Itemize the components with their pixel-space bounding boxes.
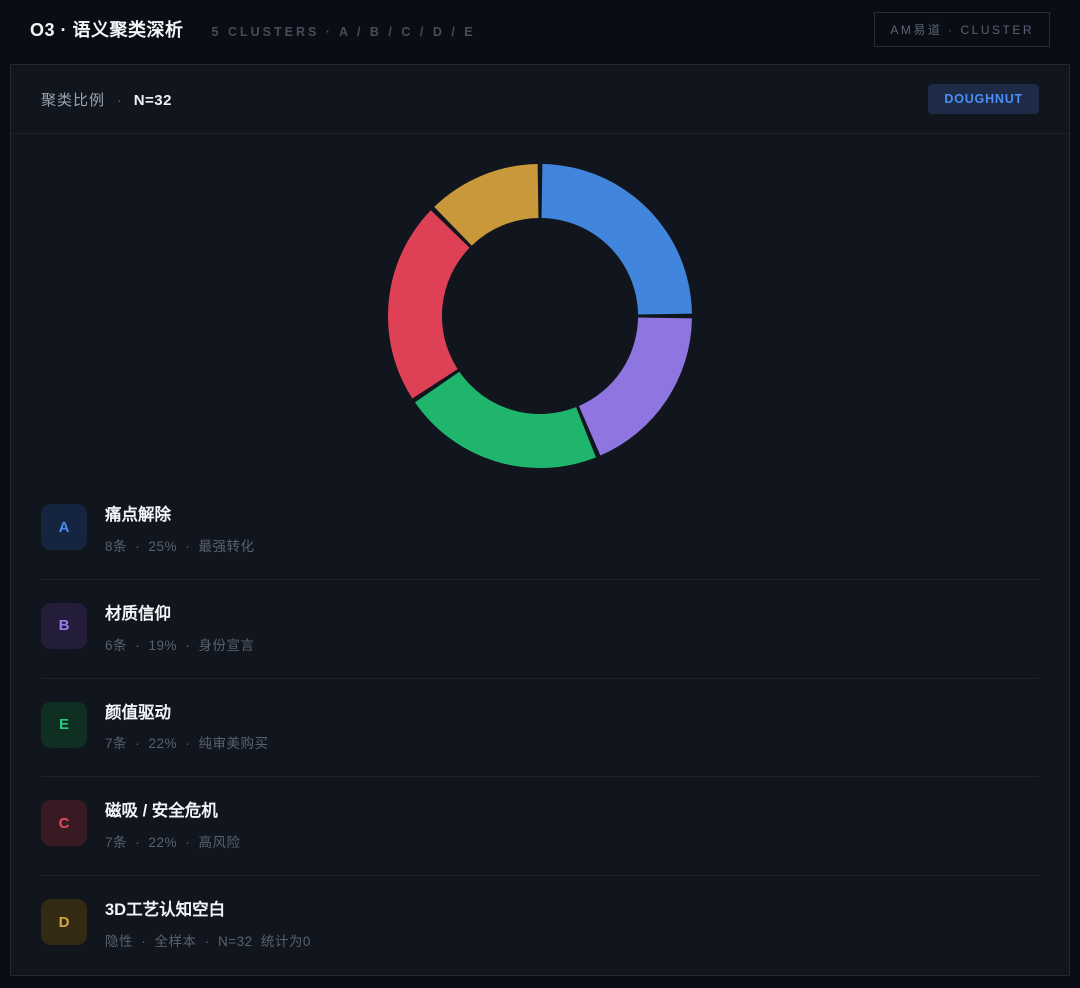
chart-area (11, 134, 1069, 481)
page-subtitle: 5 CLUSTERS · A / B / C / D / E (211, 25, 476, 39)
app-header: O3 · 语义聚类深析 5 CLUSTERS · A / B / C / D /… (0, 0, 1080, 58)
legend-row-B[interactable]: B 材质信仰 6条 · 19% · 身份宣言 (41, 578, 1039, 678)
cluster-badge-C: C (41, 800, 87, 847)
cluster-panel: 聚类比例 · N=32 DOUGHNUT A 痛点解除 8条 · 25% · 最… (10, 64, 1070, 976)
donut-segment-D[interactable] (434, 164, 539, 246)
cluster-meta: 7条 · 22% · 高风险 (105, 835, 241, 851)
legend-row-D[interactable]: D 3D工艺认知空白 隐性 · 全样本 · N=32 统计为0 (41, 875, 1039, 974)
cluster-title: 材质信仰 (105, 604, 171, 623)
cluster-badge-E: E (41, 701, 87, 748)
legend-text: 磁吸 / 安全危机 7条 · 22% · 高风险 (105, 800, 241, 851)
panel-header: 聚类比例 · N=32 DOUGHNUT (11, 65, 1069, 134)
page-title: O3 · 语义聚类深析 (30, 20, 184, 40)
cluster-title: 颜值驱动 (105, 703, 171, 722)
legend-row-A[interactable]: A 痛点解除 8条 · 25% · 最强转化 (41, 481, 1039, 579)
separator-dot: · (117, 91, 122, 108)
cluster-meta: 7条 · 22% · 纯审美购买 (105, 736, 269, 752)
donut-segment-A[interactable] (541, 164, 692, 315)
legend-text: 痛点解除 8条 · 25% · 最强转化 (105, 504, 255, 555)
panel-header-left: 聚类比例 · N=32 (41, 89, 172, 110)
donut-segment-E[interactable] (414, 371, 596, 469)
cluster-badge-B: B (41, 602, 87, 649)
cluster-title: 磁吸 / 安全危机 (105, 802, 218, 821)
legend-row-E[interactable]: E 颜值驱动 7条 · 22% · 纯审美购买 (41, 677, 1039, 777)
cluster-title: 3D工艺认知空白 (105, 901, 226, 920)
header-left: O3 · 语义聚类深析 5 CLUSTERS · A / B / C / D /… (30, 16, 476, 42)
cluster-meta: 隐性 · 全样本 · N=32 统计为0 (105, 933, 311, 949)
legend-row-C[interactable]: C 磁吸 / 安全危机 7条 · 22% · 高风险 (41, 776, 1039, 875)
cluster-badge-D: D (41, 899, 87, 946)
cluster-meta: 6条 · 19% · 身份宣言 (105, 637, 255, 653)
sample-size-label: N=32 (133, 91, 172, 109)
doughnut-mode-button[interactable]: DOUGHNUT (928, 84, 1039, 114)
doughnut-chart (388, 164, 692, 469)
donut-segment-B[interactable] (578, 317, 692, 456)
brand-badge: AM易道 · CLUSTER (874, 11, 1050, 47)
cluster-meta: 8条 · 25% · 最强转化 (105, 538, 255, 554)
cluster-legend: A 痛点解除 8条 · 25% · 最强转化 B 材质信仰 6条 · 19% ·… (11, 481, 1069, 974)
donut-segment-C[interactable] (388, 210, 470, 399)
panel-title: 聚类比例 (41, 91, 106, 109)
legend-text: 颜值驱动 7条 · 22% · 纯审美购买 (105, 702, 269, 753)
legend-text: 3D工艺认知空白 隐性 · 全样本 · N=32 统计为0 (105, 899, 311, 950)
cluster-title: 痛点解除 (105, 506, 171, 524)
cluster-badge-A: A (41, 504, 87, 550)
legend-text: 材质信仰 6条 · 19% · 身份宣言 (105, 603, 255, 654)
